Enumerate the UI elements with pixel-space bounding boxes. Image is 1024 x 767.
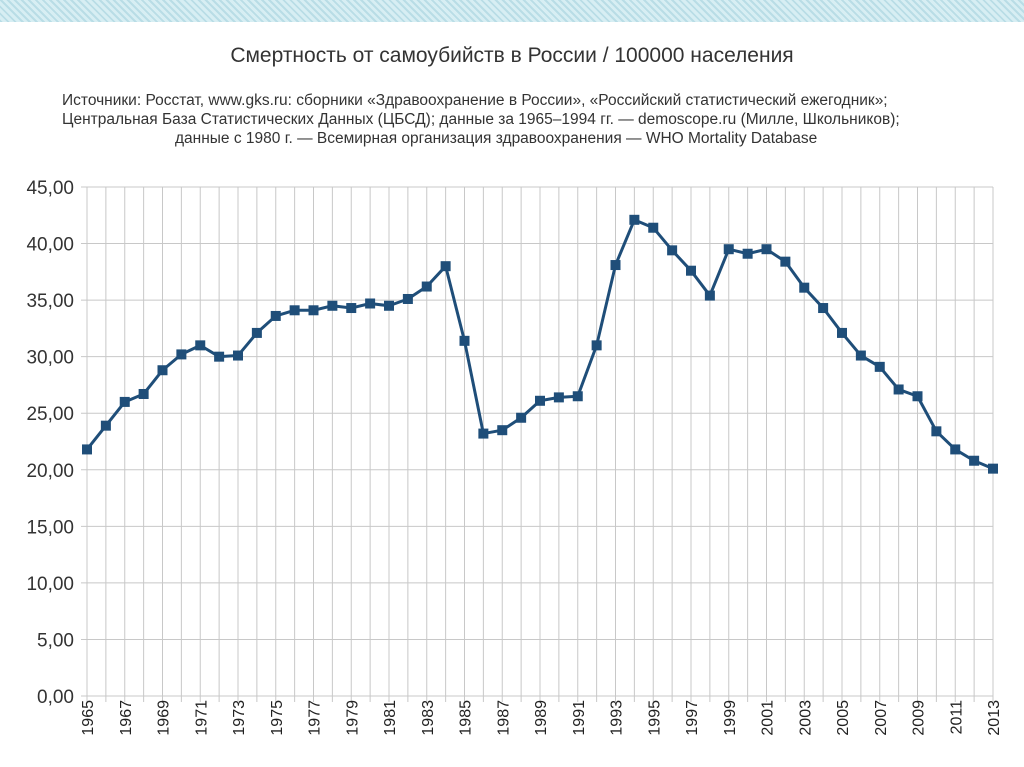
x-tick-label: 1981 xyxy=(382,700,399,736)
data-point-marker xyxy=(421,281,432,292)
y-tick-label: 10,00 xyxy=(26,574,74,595)
y-tick-label: 0,00 xyxy=(37,687,74,708)
x-tick-label: 1993 xyxy=(609,700,626,736)
data-point-marker xyxy=(855,350,866,361)
data-point-marker xyxy=(289,305,300,316)
x-tick-label: 1971 xyxy=(193,700,210,736)
data-point-marker xyxy=(799,282,810,293)
decorative-top-band xyxy=(0,0,1024,22)
source-line-3: данные с 1980 г. — Всемирная организация… xyxy=(175,130,818,147)
x-tick-label: 2011 xyxy=(948,700,965,735)
x-tick-label: 2009 xyxy=(911,700,928,736)
x-tick-label: 1995 xyxy=(646,700,663,736)
data-point-marker xyxy=(270,310,281,321)
data-point-marker xyxy=(704,290,715,301)
data-point-marker xyxy=(648,222,659,233)
data-point-marker xyxy=(761,244,772,255)
data-point-marker xyxy=(686,265,696,276)
data-point-marker xyxy=(233,350,243,361)
data-point-marker xyxy=(780,256,791,267)
x-tick-label: 1965 xyxy=(80,700,97,736)
x-tick-label: 1983 xyxy=(420,700,437,736)
data-point-marker xyxy=(516,412,527,423)
x-tick-label: 2005 xyxy=(835,700,852,736)
data-point-marker xyxy=(214,351,225,362)
data-point-marker xyxy=(176,349,187,360)
y-tick-label: 45,00 xyxy=(26,178,74,199)
y-tick-label: 25,00 xyxy=(26,404,74,425)
data-point-marker xyxy=(667,245,678,256)
x-tick-label: 1991 xyxy=(571,700,588,736)
x-tick-label: 1967 xyxy=(118,700,135,736)
data-point-marker xyxy=(365,298,376,309)
data-point-marker xyxy=(969,455,980,466)
data-point-marker xyxy=(251,327,262,338)
x-tick-label: 1975 xyxy=(269,700,286,736)
data-point-marker xyxy=(610,260,621,271)
data-point-marker xyxy=(478,428,489,439)
y-tick-label: 40,00 xyxy=(26,235,74,256)
data-point-marker xyxy=(893,384,904,395)
x-tick-label: 1979 xyxy=(344,700,361,736)
y-tick-label: 15,00 xyxy=(26,517,74,538)
x-tick-label: 1973 xyxy=(231,700,248,736)
data-point-marker xyxy=(553,392,564,403)
y-tick-label: 35,00 xyxy=(26,291,74,312)
data-point-marker xyxy=(950,444,961,455)
data-point-marker xyxy=(384,300,394,311)
data-point-marker xyxy=(402,293,413,304)
x-tick-label: 2013 xyxy=(986,700,1003,736)
data-point-marker xyxy=(723,244,734,255)
y-tick-label: 20,00 xyxy=(26,461,74,482)
data-point-marker xyxy=(572,391,583,402)
data-point-marker xyxy=(195,340,206,351)
data-point-marker xyxy=(138,388,149,399)
source-line-1: Источники: Росстат, www.gks.ru: сборники… xyxy=(62,92,888,109)
x-tick-label: 1997 xyxy=(684,700,701,736)
x-tick-label: 2007 xyxy=(873,700,890,736)
x-tick-label: 1985 xyxy=(458,700,475,736)
data-point-marker xyxy=(988,463,998,474)
data-point-marker xyxy=(629,214,640,225)
data-point-marker xyxy=(818,303,829,314)
data-point-marker xyxy=(157,365,168,376)
x-tick-label: 2003 xyxy=(797,700,814,736)
data-point-marker xyxy=(742,248,753,259)
data-point-marker xyxy=(327,300,338,311)
data-point-marker xyxy=(535,395,545,406)
y-tick-label: 30,00 xyxy=(26,348,74,369)
x-tick-label: 1987 xyxy=(495,700,512,736)
source-line-2: Центральная База Статистических Данных (… xyxy=(62,111,900,128)
x-tick-label: 2001 xyxy=(760,700,777,736)
data-point-marker xyxy=(837,327,847,338)
data-point-marker xyxy=(912,391,923,402)
data-point-marker xyxy=(931,426,942,437)
data-point-marker xyxy=(874,361,885,372)
data-point-marker xyxy=(346,303,357,314)
data-point-marker xyxy=(119,396,130,407)
data-point-marker xyxy=(591,340,602,351)
data-point-marker xyxy=(497,425,508,436)
x-tick-label: 1977 xyxy=(307,700,324,736)
x-tick-label: 1989 xyxy=(533,700,550,736)
data-point-marker xyxy=(440,261,451,272)
chart-title: Смертность от самоубийств в России / 100… xyxy=(230,44,794,67)
y-tick-label: 5,00 xyxy=(37,630,74,651)
x-tick-label: 1999 xyxy=(722,700,739,736)
data-point-marker xyxy=(82,444,92,455)
data-point-marker xyxy=(100,420,111,431)
x-tick-label: 1969 xyxy=(156,700,173,736)
data-point-marker xyxy=(308,305,319,316)
data-point-marker xyxy=(459,335,470,346)
